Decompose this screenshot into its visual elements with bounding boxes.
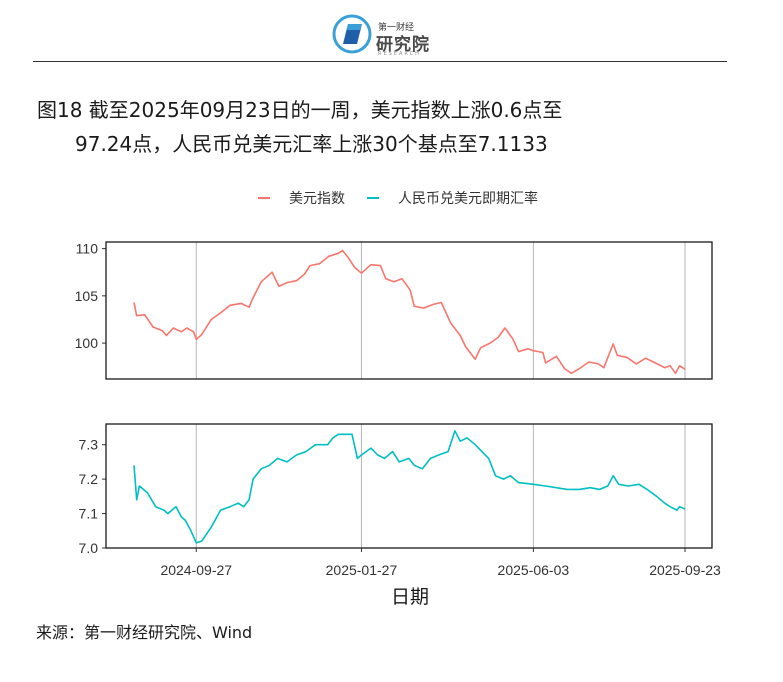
- y-tick-label: 110: [76, 241, 99, 257]
- y-tick-label: 7.2: [79, 471, 99, 487]
- y-tick-label: 7.3: [79, 437, 99, 453]
- x-tick-label: 2025-01-27: [326, 562, 398, 578]
- research-logo: 第一财经 研究院 RESEARCH: [332, 12, 442, 60]
- panel-frame: [105, 241, 713, 380]
- series-line-usd: [133, 249, 686, 375]
- x-axis-label: 日期: [391, 586, 429, 608]
- logo-main-text: 研究院: [376, 35, 430, 55]
- panel-cny-rate: 7.0 7.1 7.2 7.3: [79, 423, 713, 556]
- source-note: 来源：第一财经研究院、Wind: [36, 623, 253, 642]
- y-tick-label: 7.0: [79, 540, 99, 556]
- figure-title-line2: 97.24点，人民币兑美元汇率上涨30个基点至7.1133: [75, 132, 548, 156]
- panel-usd-index: 100 105 110: [75, 241, 713, 380]
- x-tick-label: 2025-09-23: [649, 562, 721, 578]
- panel-frame: [105, 423, 713, 549]
- y-tick-label: 100: [75, 335, 99, 351]
- series-line-cny: [133, 430, 686, 544]
- logo-sub-text: RESEARCH: [378, 51, 421, 57]
- figure-title-line1: 图18 截至2025年09月23日的一周，美元指数上涨0.6点至: [37, 98, 563, 122]
- x-tick-label: 2025-06-03: [498, 562, 570, 578]
- legend-label-usd: 美元指数: [289, 190, 345, 206]
- x-tick-label: 2024-09-27: [160, 562, 232, 578]
- logo-mark-icon: [332, 14, 372, 54]
- figure-title: 图18 截至2025年09月23日的一周，美元指数上涨0.6点至 97.24点，…: [37, 93, 757, 161]
- header-divider: [33, 61, 727, 62]
- legend: 美元指数 人民币兑美元即期汇率: [258, 190, 538, 206]
- x-axis: 2024-09-27 2025-01-27 2025-06-03 2025-09-23: [160, 548, 721, 578]
- chart-area: 美元指数 人民币兑美元即期汇率 100 105 110 7.0 7.1 7.2 7.3 2…: [75, 190, 721, 608]
- legend-label-cny: 人民币兑美元即期汇率: [398, 190, 538, 206]
- y-tick-label: 7.1: [79, 506, 99, 522]
- y-tick-label: 105: [75, 288, 99, 304]
- logo-small-text: 第一财经: [378, 23, 415, 33]
